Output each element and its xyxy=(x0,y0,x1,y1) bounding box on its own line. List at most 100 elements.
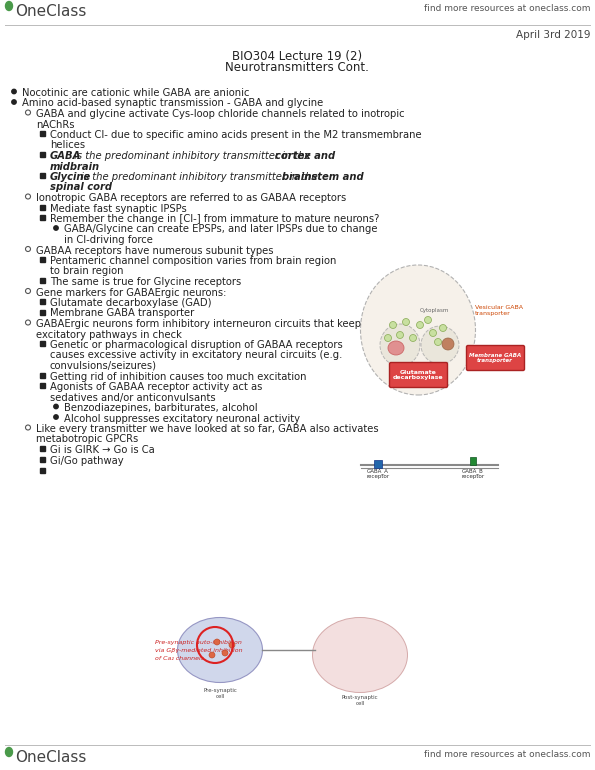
Bar xyxy=(39,310,45,314)
Text: Membrane GABA transporter: Membrane GABA transporter xyxy=(50,309,194,319)
Circle shape xyxy=(54,226,58,230)
Text: Glycine: Glycine xyxy=(50,172,91,182)
Text: Like every transmitter we have looked at so far, GABA also activates: Like every transmitter we have looked at… xyxy=(36,424,378,434)
Circle shape xyxy=(409,334,416,342)
Circle shape xyxy=(214,639,220,645)
Text: helices: helices xyxy=(50,140,85,150)
Text: GABA_B
receptor: GABA_B receptor xyxy=(462,468,484,480)
Ellipse shape xyxy=(388,341,404,355)
Text: spinal cord: spinal cord xyxy=(50,182,112,192)
Text: Alcohol suppresses excitatory neuronal activity: Alcohol suppresses excitatory neuronal a… xyxy=(64,413,300,424)
Text: Conduct Cl- due to specific amino acids present in the M2 transmembrane: Conduct Cl- due to specific amino acids … xyxy=(50,130,422,140)
Circle shape xyxy=(222,650,228,656)
Text: GABA/Glycine can create EPSPs, and later IPSPs due to change: GABA/Glycine can create EPSPs, and later… xyxy=(64,225,377,235)
Text: Remember the change in [Cl-] from immature to mature neurons?: Remember the change in [Cl-] from immatu… xyxy=(50,214,380,224)
Text: Ionotropic GABA receptors are referred to as GABAA receptors: Ionotropic GABA receptors are referred t… xyxy=(36,193,346,203)
Text: GABAA receptors have numerous subunit types: GABAA receptors have numerous subunit ty… xyxy=(36,246,274,256)
Text: Mediate fast synaptic IPSPs: Mediate fast synaptic IPSPs xyxy=(50,203,187,213)
Circle shape xyxy=(384,334,392,342)
Text: GABA_A
receptor: GABA_A receptor xyxy=(367,468,390,480)
Text: Agonists of GABAA receptor activity act as: Agonists of GABAA receptor activity act … xyxy=(50,382,262,392)
Circle shape xyxy=(390,322,396,329)
Text: GABAErgic neurons form inhibitory interneuron circuits that keep: GABAErgic neurons form inhibitory intern… xyxy=(36,319,361,329)
Text: Gi/Go pathway: Gi/Go pathway xyxy=(50,456,124,466)
Bar xyxy=(39,457,45,461)
Ellipse shape xyxy=(421,326,459,364)
Circle shape xyxy=(229,642,235,648)
Bar xyxy=(39,373,45,377)
Bar xyxy=(39,205,45,209)
Bar xyxy=(39,278,45,283)
Text: Neurotransmitters Cont.: Neurotransmitters Cont. xyxy=(225,61,369,74)
Circle shape xyxy=(12,100,16,104)
Text: GABA and glycine activate Cys-loop chloride channels related to inotropic: GABA and glycine activate Cys-loop chlor… xyxy=(36,109,405,119)
Text: of Ca₂ channels: of Ca₂ channels xyxy=(155,656,204,661)
Text: Pre-synaptic auto-inhibition: Pre-synaptic auto-inhibition xyxy=(155,640,242,645)
Text: Post-synaptic: Post-synaptic xyxy=(342,695,378,700)
Text: nAChRs: nAChRs xyxy=(36,119,74,129)
Ellipse shape xyxy=(361,265,475,395)
Text: midbrain: midbrain xyxy=(50,162,100,172)
Text: find more resources at oneclass.com: find more resources at oneclass.com xyxy=(424,750,590,759)
FancyBboxPatch shape xyxy=(466,346,525,370)
Bar xyxy=(374,460,382,468)
Text: April 3rd 2019: April 3rd 2019 xyxy=(515,30,590,40)
Bar xyxy=(470,457,476,465)
Text: Pentameric channel composition varies from brain region: Pentameric channel composition varies fr… xyxy=(50,256,336,266)
Text: find more resources at oneclass.com: find more resources at oneclass.com xyxy=(424,4,590,13)
Text: Glutamate decarboxylase (GAD): Glutamate decarboxylase (GAD) xyxy=(50,298,211,308)
Text: The same is true for Glycine receptors: The same is true for Glycine receptors xyxy=(50,277,241,287)
Ellipse shape xyxy=(5,2,12,11)
Text: cell: cell xyxy=(355,701,365,706)
Text: causes excessive activity in excitatory neural circuits (e.g.: causes excessive activity in excitatory … xyxy=(50,350,342,360)
Text: sedatives and/or anticonvulsants: sedatives and/or anticonvulsants xyxy=(50,393,215,403)
Text: in Cl-driving force: in Cl-driving force xyxy=(64,235,153,245)
Text: Nocotinic are cationic while GABA are anionic: Nocotinic are cationic while GABA are an… xyxy=(22,88,249,98)
Text: OneClass: OneClass xyxy=(15,750,86,765)
Bar xyxy=(39,383,45,388)
Ellipse shape xyxy=(380,324,420,366)
Circle shape xyxy=(440,324,446,332)
Ellipse shape xyxy=(312,618,408,692)
Circle shape xyxy=(416,322,424,329)
Bar xyxy=(39,215,45,220)
Text: Genetic or pharmacological disruption of GABAA receptors: Genetic or pharmacological disruption of… xyxy=(50,340,343,350)
Text: cell: cell xyxy=(215,694,225,699)
Bar xyxy=(39,173,45,178)
Text: Gene markers for GABAErgic neurons:: Gene markers for GABAErgic neurons: xyxy=(36,287,226,297)
Text: Glutamate
decarboxylase: Glutamate decarboxylase xyxy=(393,370,443,380)
Text: is the predominant inhibitory transmitter in the: is the predominant inhibitory transmitte… xyxy=(71,151,314,161)
Circle shape xyxy=(424,316,431,323)
Text: excitatory pathways in check: excitatory pathways in check xyxy=(36,330,182,340)
Bar xyxy=(39,299,45,304)
Circle shape xyxy=(430,330,437,336)
Bar xyxy=(39,446,45,451)
Circle shape xyxy=(402,319,409,326)
Text: GABA: GABA xyxy=(50,151,82,161)
Circle shape xyxy=(54,415,58,419)
Circle shape xyxy=(12,89,16,94)
Ellipse shape xyxy=(442,338,454,350)
Text: Benzodiazepines, barbiturates, alcohol: Benzodiazepines, barbiturates, alcohol xyxy=(64,403,258,413)
Circle shape xyxy=(434,339,441,346)
Text: cortex and: cortex and xyxy=(275,151,335,161)
Text: convulsions/seizures): convulsions/seizures) xyxy=(50,361,157,371)
Text: Membrane GABA
transporter: Membrane GABA transporter xyxy=(469,353,521,363)
Circle shape xyxy=(209,652,215,658)
Text: to brain region: to brain region xyxy=(50,266,124,276)
Bar xyxy=(39,131,45,136)
Circle shape xyxy=(54,404,58,409)
Text: Cytoplasm: Cytoplasm xyxy=(420,308,449,313)
Text: OneClass: OneClass xyxy=(15,4,86,19)
Text: Gi is GIRK → Go is Ca: Gi is GIRK → Go is Ca xyxy=(50,445,155,455)
FancyBboxPatch shape xyxy=(390,363,447,387)
Text: brainstem and: brainstem and xyxy=(282,172,364,182)
Bar xyxy=(39,152,45,157)
Text: Getting rid of inhibition causes too much excitation: Getting rid of inhibition causes too muc… xyxy=(50,371,306,381)
Bar xyxy=(39,257,45,262)
Text: Amino acid-based synaptic transmission - GABA and glycine: Amino acid-based synaptic transmission -… xyxy=(22,99,323,109)
Text: is the predominant inhibitory transmitter in the: is the predominant inhibitory transmitte… xyxy=(78,172,321,182)
Text: Pre-synaptic: Pre-synaptic xyxy=(203,688,237,693)
Ellipse shape xyxy=(177,618,262,682)
Text: BIO304 Lecture 19 (2): BIO304 Lecture 19 (2) xyxy=(232,50,362,63)
